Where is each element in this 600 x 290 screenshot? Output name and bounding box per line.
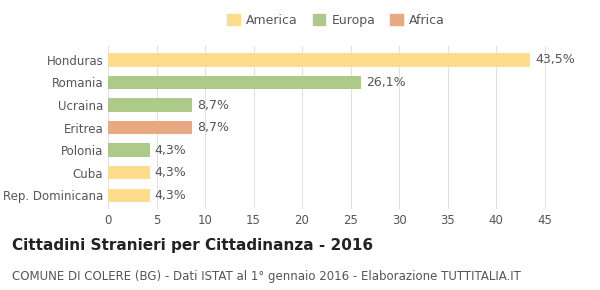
- Text: 4,3%: 4,3%: [155, 189, 187, 202]
- Text: 26,1%: 26,1%: [366, 76, 406, 89]
- Bar: [108, 76, 361, 89]
- Bar: [108, 98, 193, 112]
- Legend: America, Europa, Africa: America, Europa, Africa: [222, 9, 450, 32]
- Text: Cittadini Stranieri per Cittadinanza - 2016: Cittadini Stranieri per Cittadinanza - 2…: [12, 238, 373, 253]
- Bar: [108, 53, 530, 67]
- Bar: [108, 166, 150, 180]
- Bar: [108, 188, 150, 202]
- Bar: [108, 121, 193, 134]
- Text: 4,3%: 4,3%: [155, 166, 187, 179]
- Text: 8,7%: 8,7%: [197, 121, 229, 134]
- Text: COMUNE DI COLERE (BG) - Dati ISTAT al 1° gennaio 2016 - Elaborazione TUTTITALIA.: COMUNE DI COLERE (BG) - Dati ISTAT al 1°…: [12, 270, 521, 283]
- Text: 43,5%: 43,5%: [535, 53, 575, 66]
- Text: 8,7%: 8,7%: [197, 99, 229, 112]
- Bar: [108, 143, 150, 157]
- Text: 4,3%: 4,3%: [155, 144, 187, 157]
